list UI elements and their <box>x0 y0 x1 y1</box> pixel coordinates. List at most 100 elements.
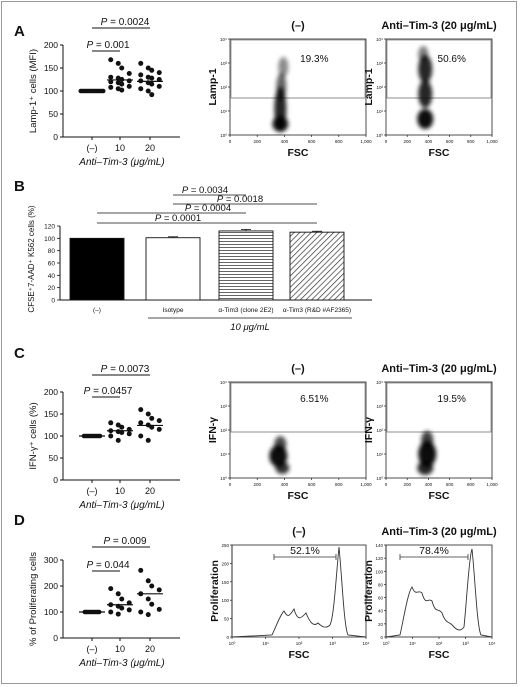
x-tick-label: 400 <box>281 482 289 487</box>
data-point <box>156 70 162 76</box>
data-point <box>138 609 144 615</box>
x-tick-label: α-Tim3 (clone 2E2) <box>218 307 273 314</box>
gate-percent-label: 19.3% <box>300 54 328 65</box>
data-point <box>108 74 114 80</box>
histogram-line <box>231 546 367 638</box>
x-tick-label: (–) <box>87 143 98 153</box>
data-point <box>115 60 121 66</box>
x-tick-label: 0 <box>229 139 232 144</box>
y-tick-label: 40 <box>48 273 56 280</box>
y-tick-label: 10³ <box>220 404 227 409</box>
panel-letter-B: B <box>14 178 25 195</box>
y-tick-label: 10¹ <box>220 109 227 114</box>
data-point <box>108 433 114 439</box>
x-tick-label: 800 <box>467 482 475 487</box>
x-tick-label: 10 <box>115 644 125 654</box>
p-value-label: P = 0.0073 <box>101 364 150 375</box>
y-axis-label: Lamp-1 <box>207 68 219 106</box>
data-point <box>115 591 121 597</box>
y-axis-label: Lamp-1 <box>363 68 375 106</box>
bar <box>145 237 201 301</box>
density-region <box>274 436 287 452</box>
y-tick-label: 80 <box>378 582 384 587</box>
p-value-label: P = 0.0034 <box>182 185 228 196</box>
y-tick-label: 10¹ <box>220 452 227 457</box>
data-point <box>126 78 132 84</box>
x-axis-label: Anti–Tim-3 (μg/mL) <box>78 500 164 511</box>
density-cloud <box>417 46 434 129</box>
y-tick-label: 10² <box>376 428 383 433</box>
y-tick-label: 10³ <box>376 404 383 409</box>
x-tick-label: 800 <box>467 139 475 144</box>
bar <box>69 237 125 301</box>
x-tick-label: 0 <box>229 482 232 487</box>
density-region <box>417 109 434 129</box>
y-tick-label: 80 <box>48 248 56 255</box>
flow-title: (–) <box>292 526 306 538</box>
density-cloud <box>417 431 437 475</box>
x-tick-label: 600 <box>308 482 316 487</box>
flow-title: Anti–Tim-3 (20 μg/mL) <box>381 363 497 375</box>
y-tick-label: 100 <box>44 86 58 96</box>
x-tick-label: 20 <box>145 143 155 153</box>
y-tick-label: 150 <box>44 63 58 73</box>
panel-D-flow-1: (–) 0 50 100 150 200 250 10⁰ 10¹ 10² 10³ 10⁴ FSC Prol… <box>209 526 370 661</box>
y-tick-label: 120 <box>44 224 55 231</box>
y-tick-label: 10² <box>220 85 227 90</box>
p-value-label: P = 0.0024 <box>101 17 150 28</box>
x-axis-label: FSC <box>429 490 450 502</box>
x-tick-label: 1,000 <box>360 482 372 487</box>
data-point <box>138 86 144 92</box>
data-point <box>156 418 162 424</box>
y-axis-label: Proliferation <box>363 560 375 622</box>
density-cloud <box>272 57 289 132</box>
y-tick-label: 100 <box>375 569 383 574</box>
flow-title: (–) <box>291 363 305 375</box>
x-tick-label: 10³ <box>462 641 469 646</box>
y-tick-label: 200 <box>44 581 58 591</box>
p-value-label: P = 0.0018 <box>217 194 263 205</box>
data-point <box>156 83 162 89</box>
p-value-label: P = 0.001 <box>86 40 130 51</box>
panel-letter-C: C <box>14 345 25 362</box>
histogram-line <box>385 548 493 638</box>
data-point <box>149 81 155 87</box>
y-tick-label: 40 <box>378 609 384 614</box>
x-tick-label: 200 <box>403 482 411 487</box>
data-point <box>119 605 125 611</box>
x-tick-label: 10³ <box>329 641 336 646</box>
data-point <box>126 431 132 437</box>
x-tick-label: (–) <box>87 644 98 654</box>
x-tick-label: 10¹ <box>409 641 416 646</box>
data-point <box>108 609 114 615</box>
data-point <box>108 57 114 63</box>
bar <box>218 230 274 301</box>
y-tick-label: 0 <box>53 132 58 142</box>
y-tick-label: 120 <box>375 556 383 561</box>
y-tick-label: 50 <box>49 109 59 119</box>
data-point <box>119 81 125 87</box>
data-point <box>145 578 151 584</box>
x-tick-label: 0 <box>385 482 388 487</box>
y-tick-label: 10⁴ <box>376 37 383 42</box>
p-value-label: P = 0.0001 <box>155 213 201 224</box>
x-tick-label: 800 <box>335 482 343 487</box>
data-point <box>119 424 125 430</box>
y-tick-label: 50 <box>224 617 230 622</box>
data-point <box>108 586 114 592</box>
x-axis-label: Anti–Tim-3 (μg/mL) <box>78 658 164 669</box>
y-tick-label: 10⁴ <box>220 37 227 42</box>
density-region <box>417 461 434 475</box>
y-axis-label: IFN-γ <box>207 417 219 443</box>
data-point <box>156 606 162 612</box>
gate-percent-label: 6.51% <box>300 394 328 405</box>
p-value-label: P = 0.044 <box>86 560 130 571</box>
y-tick-label: 200 <box>44 387 58 397</box>
data-point <box>119 87 125 93</box>
y-tick-label: 300 <box>44 555 58 565</box>
y-tick-label: 140 <box>375 543 383 548</box>
y-tick-label: 20 <box>48 285 56 292</box>
x-axis-label: Anti–Tim-3 (μg/mL) <box>78 157 164 168</box>
y-tick-label: 200 <box>221 561 229 566</box>
panel-D-dotplot: 0 100 200 300 (–) 10 20 % of Proliferating cell… <box>28 546 180 654</box>
